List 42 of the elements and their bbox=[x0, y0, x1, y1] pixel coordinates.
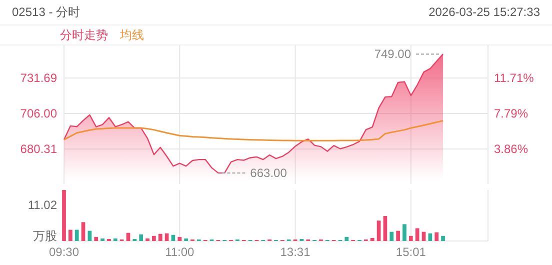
bar bbox=[434, 232, 439, 241]
bar bbox=[396, 230, 400, 241]
x-tick-label: 13:31 bbox=[280, 245, 311, 259]
bar bbox=[146, 238, 150, 241]
y2-tick-label: 7.79% bbox=[494, 106, 528, 121]
bar bbox=[100, 238, 104, 241]
y-tick-label: 680.31 bbox=[20, 142, 58, 156]
bar bbox=[178, 236, 182, 241]
bar bbox=[113, 238, 118, 241]
y-axis-title: 万股 bbox=[33, 229, 57, 243]
bar bbox=[139, 234, 144, 241]
y2-tick-label: 3.86% bbox=[494, 142, 528, 156]
bar bbox=[390, 232, 394, 241]
bar bbox=[74, 230, 79, 241]
bar bbox=[68, 230, 72, 241]
text: 分时走势 bbox=[60, 28, 108, 42]
bar bbox=[81, 222, 86, 241]
x-tick-label: 11:00 bbox=[165, 245, 195, 259]
y-tick-label: 731.69 bbox=[20, 71, 58, 86]
bar bbox=[152, 236, 156, 241]
chart-subtitle: 2026-03-25 15:27:33 bbox=[428, 5, 540, 19]
y-tick-label: 706.00 bbox=[20, 106, 58, 121]
x-tick-label: 15:01 bbox=[396, 245, 426, 259]
annotation: 749.00 bbox=[374, 47, 412, 62]
text: 均线 bbox=[119, 28, 144, 42]
bar bbox=[402, 224, 406, 241]
bar bbox=[158, 234, 162, 241]
bar bbox=[383, 216, 388, 241]
bar bbox=[376, 220, 381, 241]
line-series bbox=[63, 120, 444, 142]
bar bbox=[370, 238, 374, 241]
chart-title: 02513 - 分时 bbox=[12, 5, 80, 19]
y2-tick-label: 11.71% bbox=[494, 71, 534, 86]
annotation: 663.00 bbox=[250, 166, 288, 180]
x-tick-label: 09:30 bbox=[48, 245, 80, 259]
bar bbox=[344, 236, 349, 241]
bar bbox=[441, 236, 445, 241]
bar bbox=[94, 236, 98, 241]
text: 11.02 bbox=[28, 198, 58, 212]
bar bbox=[415, 228, 420, 241]
bar bbox=[184, 238, 188, 241]
bar bbox=[408, 236, 413, 241]
